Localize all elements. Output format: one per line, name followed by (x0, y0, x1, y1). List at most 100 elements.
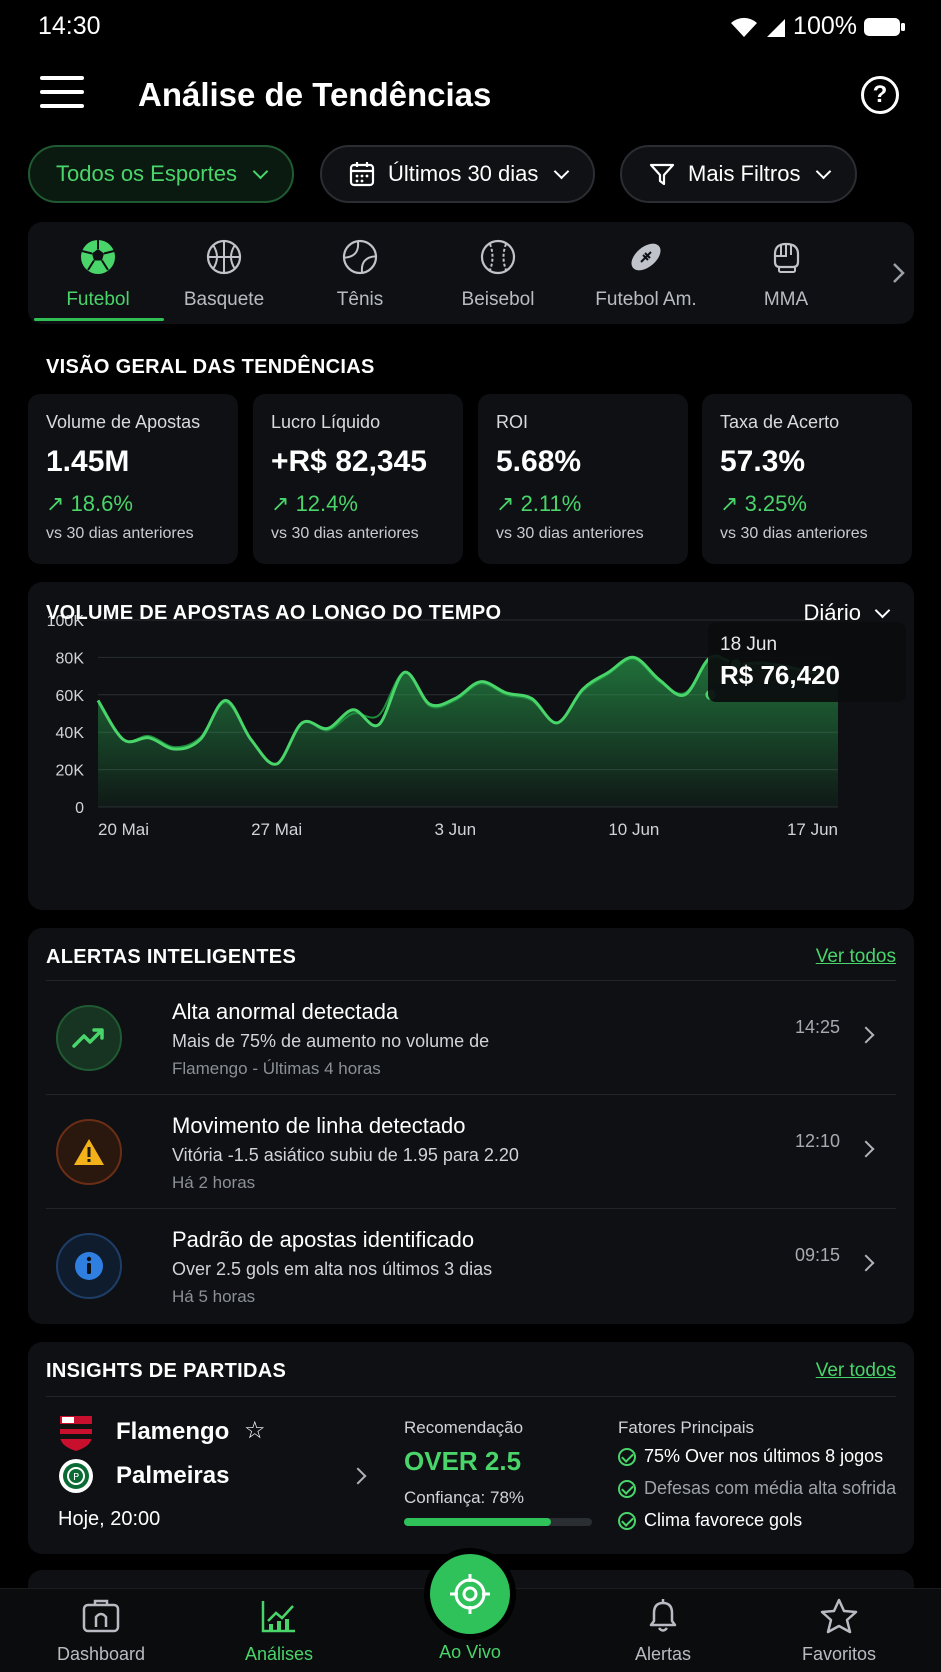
tab-label: MMA (763, 289, 809, 310)
alert-meta: Há 2 horas (172, 1173, 256, 1192)
trend-up-icon (56, 1005, 122, 1071)
match-time: Hoje, 20:00 (58, 1508, 161, 1530)
confidence-bar (404, 1518, 592, 1526)
kpi-value: +R$ 82,345 (271, 445, 427, 478)
check-circle-icon (618, 1447, 636, 1466)
bell-icon (649, 1599, 677, 1632)
x-tick-label: 20 Mai (98, 820, 149, 839)
battery-percent: 100% (793, 12, 857, 40)
palmeiras-crest-icon: P (59, 1459, 93, 1493)
tab-label: Futebol Am. (595, 289, 697, 310)
arrow-up-right-icon: ↗ (46, 491, 65, 516)
check-circle-icon (618, 1511, 636, 1530)
tooltip-box (708, 622, 906, 702)
divider (46, 1396, 896, 1397)
arrow-up-right-icon: ↗ (271, 491, 290, 516)
factor-text: Defesas com média alta sofrida (644, 1478, 897, 1498)
alert-item[interactable]: Movimento de linha detectado Vitória -1.… (46, 1094, 896, 1208)
tab-mma[interactable]: MMA (716, 222, 856, 324)
y-tick-label: 80K (56, 650, 85, 667)
factor-text: Clima favorece gols (644, 1510, 803, 1530)
factor-item: Defesas com média alta sofrida (618, 1478, 896, 1499)
kpi-label: Taxa de Acerto (720, 412, 840, 432)
tooltip-date: 18 Jun (720, 634, 777, 655)
more-filters-chip[interactable]: Mais Filtros (620, 145, 858, 203)
kpi-value: 5.68% (496, 445, 582, 478)
kpi-card-volume[interactable]: Volume de Apostas 1.45M ↗ 18.6% vs 30 di… (28, 394, 238, 564)
help-icon[interactable]: ? (861, 76, 899, 114)
soccer-ball-icon (81, 240, 115, 274)
alert-meta: Flamengo - Últimas 4 horas (172, 1059, 381, 1078)
kpi-card-hit-rate[interactable]: Taxa de Acerto 57.3% ↗ 3.25% vs 30 dias … (702, 394, 912, 564)
arrow-up-right-icon: ↗ (720, 491, 739, 516)
menu-icon[interactable] (40, 76, 84, 112)
tab-tenis[interactable]: Tênis (290, 222, 430, 324)
kpi-change: 2.11% (520, 491, 582, 516)
sport-filter-chip[interactable]: Todos os Esportes (28, 145, 294, 203)
tab-label: Beisebol (461, 289, 535, 310)
signal-icon (767, 18, 786, 37)
alert-time: 12:10 (794, 1131, 840, 1151)
alert-title: Padrão de apostas identificado (172, 1227, 475, 1252)
wifi-icon (731, 17, 758, 37)
volume-chart[interactable]: 0 20K 40K 60K 80K 100K 20 Mai 27 Mai 3 Jun 10 Jun… (28, 582, 914, 910)
recommendation-label: Recomendação (404, 1418, 524, 1437)
kpi-value: 57.3% (720, 445, 806, 478)
kpi-change: 18.6% (70, 491, 133, 516)
confidence-label: Confiança: 78% (404, 1488, 525, 1507)
active-tab-indicator (34, 318, 164, 321)
star-icon[interactable]: ☆ (244, 1417, 266, 1444)
match-teams[interactable]: Flamengo ☆ P Palmeiras Hoje, 20:00 (46, 1406, 386, 1546)
svg-text:P: P (73, 1472, 79, 1483)
alert-item[interactable]: Padrão de apostas identificado Over 2.5 … (46, 1208, 896, 1322)
nav-label: Alertas (634, 1644, 692, 1664)
kpi-card-roi[interactable]: ROI 5.68% ↗ 2.11% vs 30 dias anteriores (478, 394, 688, 564)
live-button[interactable] (430, 1554, 510, 1634)
nav-analises[interactable]: Análises (204, 1597, 354, 1665)
confidence-fill (404, 1518, 551, 1526)
flamengo-crest-icon (60, 1416, 92, 1451)
chevron-down-icon (252, 163, 269, 179)
factor-text: 75% Over nos últimos 8 jogos (644, 1446, 884, 1466)
kpi-value: 1.45M (46, 445, 130, 478)
period-selector[interactable]: Diário (803, 600, 891, 626)
kpi-sub: vs 30 dias anteriores (271, 525, 419, 542)
nav-alertas[interactable]: Alertas (588, 1597, 738, 1665)
nav-favoritos[interactable]: Favoritos (764, 1597, 914, 1665)
info-icon (56, 1233, 122, 1299)
tab-basquete[interactable]: Basquete (154, 222, 294, 324)
alert-desc: Over 2.5 gols em alta nos últimos 3 dias (172, 1259, 493, 1279)
kpi-label: Volume de Apostas (46, 412, 201, 432)
y-tick-label: 20K (56, 763, 85, 780)
alert-title: Alta anormal detectada (172, 999, 399, 1024)
kpi-change: 3.25% (744, 491, 807, 516)
kpi-card-profit[interactable]: Lucro Líquido +R$ 82,345 ↗ 12.4% vs 30 d… (253, 394, 463, 564)
status-time: 14:30 (38, 12, 101, 40)
volume-chart-card: 0 20K 40K 60K 80K 100K 20 Mai 27 Mai 3 Jun 10 Jun… (28, 582, 914, 910)
see-all-insights-link[interactable]: Ver todos (815, 1360, 896, 1381)
kpi-sub: vs 30 dias anteriores (496, 525, 644, 542)
star-icon (820, 1598, 858, 1634)
kpi-sub: vs 30 dias anteriores (46, 525, 194, 542)
tab-beisebol[interactable]: Beisebol (428, 222, 568, 324)
factor-item: Clima favorece gols (618, 1510, 802, 1531)
chevron-down-icon (874, 602, 891, 618)
nav-dashboard[interactable]: Dashboard (26, 1597, 176, 1665)
x-tick-label: 27 Mai (251, 820, 302, 839)
alert-title: Movimento de linha detectado (172, 1113, 466, 1138)
chevron-right-icon (857, 1026, 875, 1044)
period-filter-chip[interactable]: Últimos 30 dias (320, 145, 596, 203)
sport-tabs: Futebol Basquete Tênis Beisebol Futebol … (28, 222, 914, 324)
warning-icon (56, 1119, 122, 1185)
chevron-right-icon[interactable] (886, 260, 910, 286)
see-all-alerts-link[interactable]: Ver todos (815, 946, 896, 967)
period-label: Diário (803, 600, 861, 625)
alert-item[interactable]: Alta anormal detectada Mais de 75% de au… (46, 980, 896, 1094)
more-filters-label: Mais Filtros (688, 161, 801, 186)
tab-futebol-americano[interactable]: Futebol Am. (576, 222, 716, 324)
match-insights-card: INSIGHTS DE PARTIDAS Ver todos Flamengo … (28, 1342, 914, 1554)
battery-icon (864, 17, 905, 36)
tab-futebol[interactable]: Futebol (28, 222, 168, 324)
x-tick-label: 10 Jun (608, 820, 659, 839)
trends-overview: VISÃO GERAL DAS TENDÊNCIAS Volume de Apo… (28, 340, 914, 564)
